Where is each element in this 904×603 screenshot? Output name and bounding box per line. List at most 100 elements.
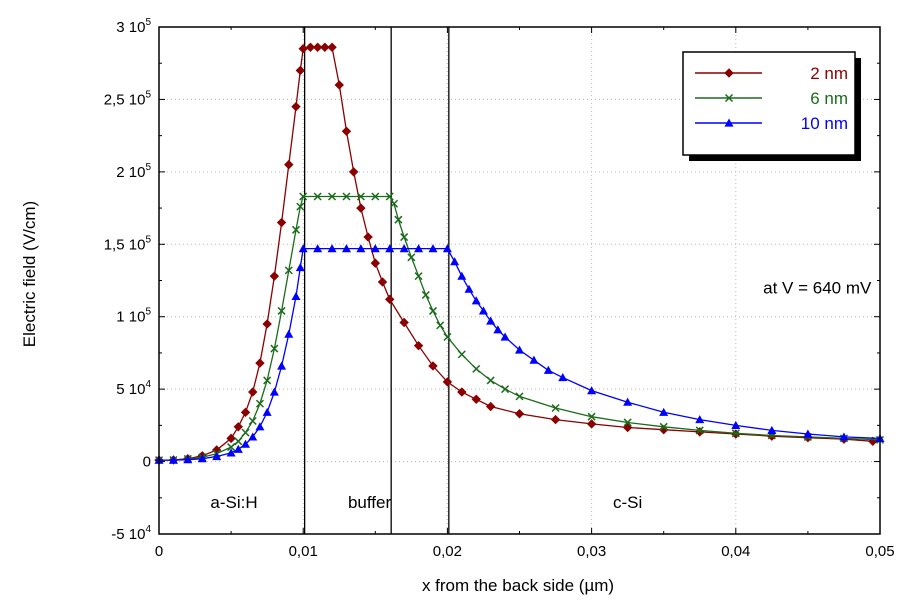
data-point-diamond	[276, 217, 287, 228]
data-point-x	[284, 266, 293, 275]
data-point-x-stroke	[472, 364, 481, 373]
data-point-triangle	[500, 332, 510, 341]
data-point-x	[501, 385, 510, 394]
x-tick-label: 0,01	[289, 543, 318, 560]
data-point-x	[342, 192, 351, 201]
data-point-x	[371, 192, 380, 201]
data-point-x-stroke	[263, 376, 272, 385]
data-point-x-stroke	[724, 93, 734, 103]
data-point-x	[227, 443, 236, 452]
data-point-x-stroke	[515, 392, 524, 401]
data-point-triangle	[442, 244, 452, 253]
data-point-x	[328, 192, 337, 201]
data-point-diamond	[320, 42, 330, 52]
data-point-x	[390, 199, 399, 208]
data-point-x-stroke	[342, 192, 351, 201]
data-point-x	[428, 306, 438, 315]
data-point-x-stroke	[731, 429, 740, 438]
data-point-x	[248, 416, 257, 426]
y-tick-label: 1,5 105	[104, 234, 152, 253]
data-point-x	[486, 376, 495, 385]
data-point-diamond	[485, 401, 496, 412]
data-point-triangle	[255, 422, 265, 431]
data-point-x	[587, 412, 596, 421]
data-point-x-stroke	[296, 202, 305, 211]
data-point-triangle	[298, 244, 308, 253]
data-point-x-stroke	[486, 376, 495, 385]
data-point-triangle	[168, 455, 178, 464]
data-point-diamond	[312, 42, 323, 52]
legend-label: 6 nm	[810, 89, 848, 108]
data-point-triangle	[623, 397, 633, 406]
data-point-triangle	[385, 244, 395, 253]
data-point-x	[436, 321, 445, 330]
legend: 2 nm 6 nm 10 nm	[682, 51, 861, 161]
data-point-x-stroke	[313, 192, 322, 201]
data-point-triangle	[529, 355, 539, 364]
data-point-triangle	[803, 429, 813, 438]
data-point-x	[414, 272, 423, 281]
data-point-x-stroke	[407, 253, 416, 262]
x-tick-label: 0,03	[577, 543, 606, 560]
data-point-diamond	[298, 44, 308, 54]
data-point-diamond	[586, 419, 597, 429]
data-point-triangle	[839, 432, 849, 441]
data-point-x	[277, 306, 286, 315]
data-point-triangle	[233, 444, 243, 453]
data-point-triangle	[767, 425, 777, 435]
data-point-diamond	[226, 433, 236, 444]
y-axis-title: Electric field (V/cm)	[20, 201, 39, 347]
data-point-x	[659, 422, 668, 431]
data-point-triangle	[327, 244, 337, 253]
data-point-x-stroke	[587, 412, 596, 421]
data-point-diamond	[399, 317, 409, 328]
data-point-diamond	[327, 42, 337, 52]
data-point-diamond	[622, 422, 633, 433]
data-point-x-stroke	[428, 306, 438, 315]
data-point-x	[270, 344, 279, 353]
data-point-x-stroke	[436, 321, 445, 330]
data-point-x	[385, 192, 394, 201]
data-point-x	[623, 418, 632, 427]
data-point-triangle	[450, 257, 460, 266]
data-point-diamond	[269, 271, 280, 281]
data-point-x-stroke	[277, 306, 286, 315]
data-point-diamond	[262, 319, 272, 329]
data-point-triangle	[262, 407, 272, 416]
data-point-x-stroke	[371, 192, 380, 201]
data-point-diamond	[471, 394, 481, 404]
data-point-triangle	[248, 432, 258, 441]
data-point-x	[551, 403, 560, 413]
data-point-x	[443, 332, 452, 342]
data-point-diamond	[363, 232, 373, 242]
data-point-diamond	[255, 358, 265, 368]
legend-label: 2 nm	[810, 64, 848, 83]
data-point-x	[296, 202, 305, 211]
x-tick-label: 0,02	[433, 543, 462, 560]
data-point-triangle	[212, 452, 222, 461]
data-point-diamond	[334, 80, 344, 90]
data-point-triangle	[659, 407, 669, 416]
data-point-x-stroke	[328, 192, 337, 201]
data-point-triangle	[558, 373, 568, 382]
data-point-x-stroke	[394, 215, 403, 224]
data-point-triangle	[277, 361, 287, 370]
legend-box	[682, 51, 856, 156]
data-point-diamond	[348, 167, 359, 177]
data-point-triangle	[695, 415, 705, 424]
region-label: c-Si	[613, 493, 642, 512]
voltage-annotation: at V = 640 mV	[763, 279, 872, 298]
data-point-diamond	[305, 42, 316, 52]
data-point-triangle	[399, 244, 409, 253]
data-point-x	[400, 233, 409, 242]
x-tick-label: 0,05	[865, 543, 894, 560]
data-point-diamond	[428, 361, 438, 371]
data-point-diamond	[356, 203, 366, 213]
data-point-diamond	[413, 340, 424, 351]
data-point-diamond	[248, 387, 258, 397]
data-point-x-stroke	[356, 192, 365, 201]
data-point-x-stroke	[284, 266, 293, 275]
x-tick-label: 0,04	[721, 543, 750, 560]
data-point-diamond	[291, 101, 301, 112]
data-point-x-stroke	[385, 192, 394, 201]
